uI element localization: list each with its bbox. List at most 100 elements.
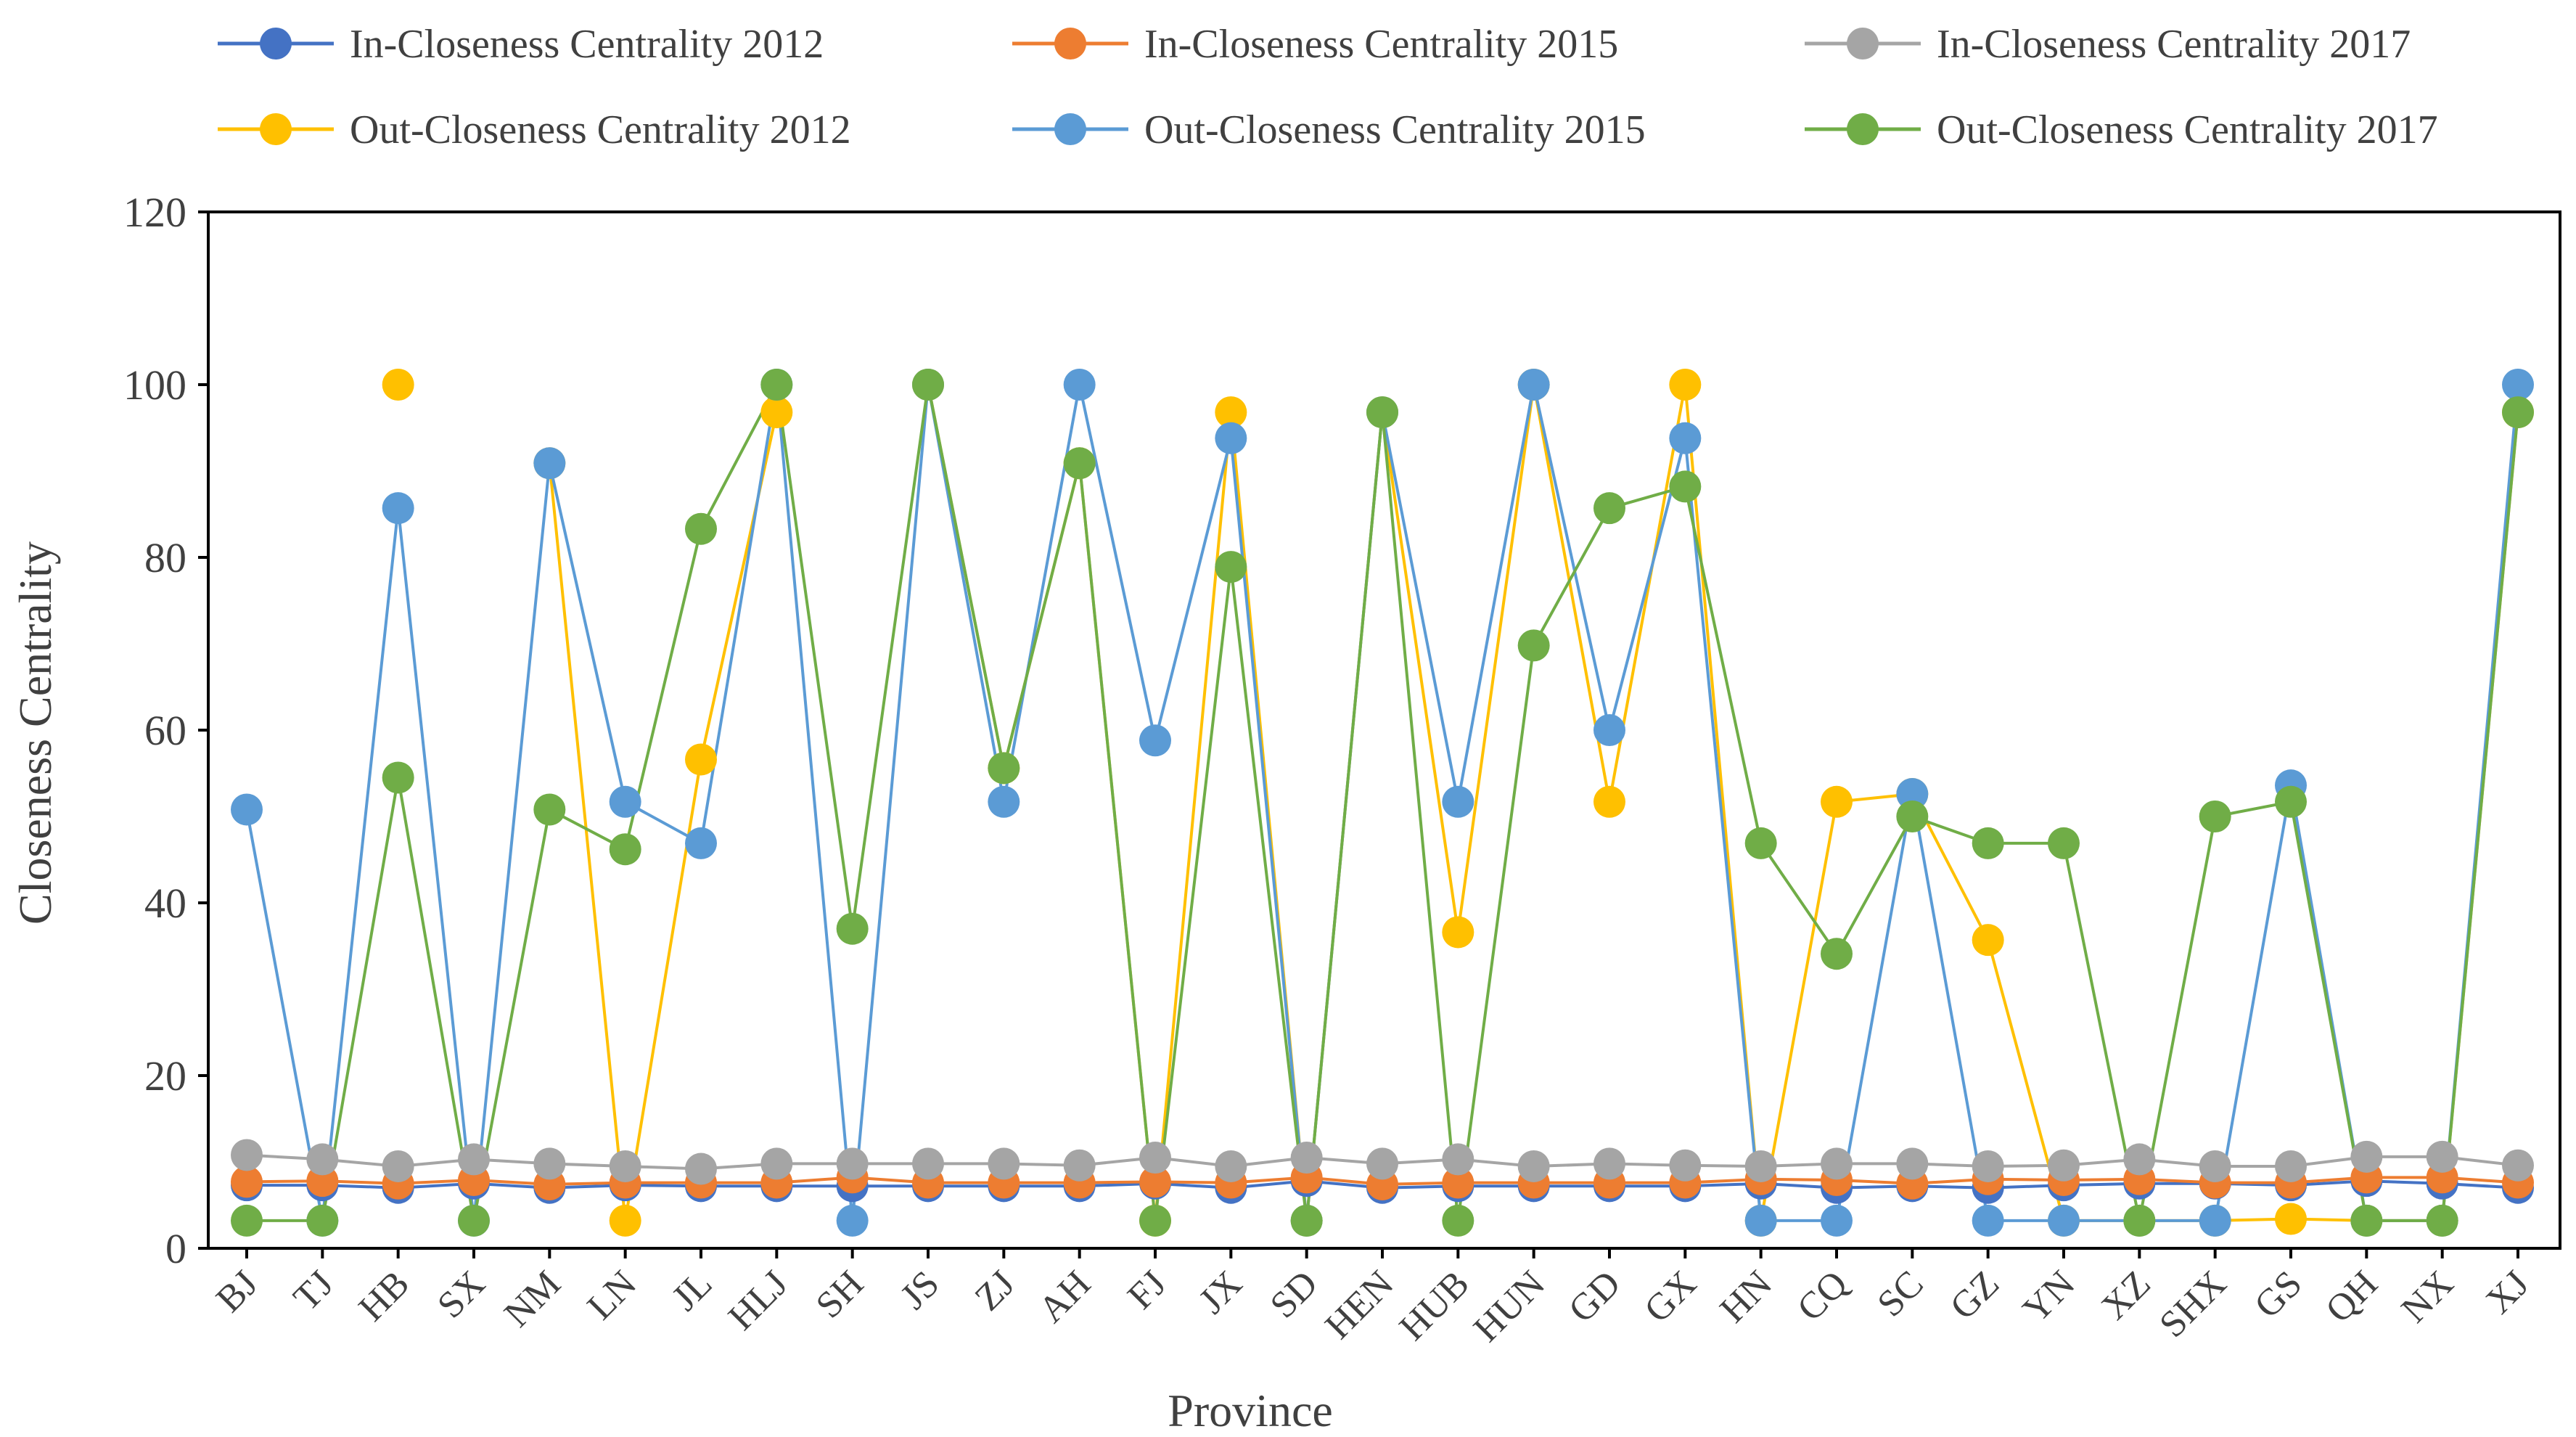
x-tick-label: ZJ	[967, 1263, 1023, 1319]
data-point	[1896, 778, 1929, 811]
data-point	[231, 1139, 263, 1171]
data-point	[609, 785, 641, 818]
series-markers	[231, 369, 2534, 1237]
x-tick-label: NX	[2394, 1263, 2461, 1330]
data-point	[2048, 1204, 2080, 1237]
data-point	[760, 396, 793, 429]
x-tick-label: SHX	[2152, 1263, 2234, 1346]
data-point	[1896, 1147, 1929, 1180]
legend-marker	[1847, 28, 1879, 60]
x-tick-label: HLJ	[721, 1263, 796, 1338]
data-point	[382, 369, 414, 401]
x-tick-label: SX	[430, 1263, 493, 1326]
data-point	[988, 752, 1020, 785]
data-point	[1442, 1143, 1474, 1176]
data-point	[1139, 1142, 1171, 1174]
x-tick-label: XJ	[2478, 1263, 2537, 1322]
data-point	[1215, 1150, 1247, 1182]
data-point	[1290, 1142, 1323, 1174]
x-axis-title: Province	[1168, 1385, 1333, 1436]
data-point	[2199, 1150, 2231, 1182]
data-point	[231, 793, 263, 826]
legend-label: In-Closeness Centrality 2015	[1144, 22, 1618, 67]
data-point	[1972, 924, 2004, 957]
data-point	[1593, 785, 1625, 818]
data-point	[988, 785, 1020, 818]
x-tick-label: GS	[2247, 1263, 2310, 1326]
data-point	[533, 793, 566, 826]
legend-label: Out-Closeness Centrality 2012	[350, 107, 851, 152]
x-tick-label: SD	[1263, 1263, 1326, 1326]
data-point	[306, 1204, 339, 1237]
series-lines	[245, 383, 2519, 1222]
x-tick-label: HUB	[1392, 1263, 1477, 1348]
data-point	[1063, 369, 1096, 401]
x-tick-label: YN	[2015, 1263, 2083, 1330]
legend-marker	[260, 113, 292, 145]
data-point	[1821, 785, 1853, 818]
data-point	[2275, 1150, 2307, 1182]
x-tick-label: JS	[893, 1263, 947, 1317]
x-tick-label: LN	[580, 1263, 644, 1327]
data-point	[1139, 1166, 1171, 1198]
data-point	[2048, 1149, 2080, 1182]
data-point	[836, 912, 869, 945]
data-point	[760, 1147, 793, 1180]
data-point	[2048, 827, 2080, 859]
y-tick-label: 40	[144, 880, 186, 927]
data-point	[1669, 1149, 1702, 1182]
data-point	[1593, 492, 1625, 525]
data-point	[760, 369, 793, 401]
series-line-6	[247, 383, 2519, 1222]
data-point	[1215, 396, 1247, 429]
data-point	[2350, 1204, 2383, 1237]
data-point	[1517, 369, 1550, 401]
data-point	[685, 827, 717, 859]
x-tick-label: HEN	[1318, 1263, 1402, 1347]
data-point	[1744, 1150, 1777, 1182]
data-point	[988, 1147, 1020, 1180]
x-tick-label: NM	[496, 1263, 569, 1335]
x-tick-label: JX	[1191, 1263, 1250, 1322]
y-axis-title: Closeness Centrality	[9, 541, 61, 925]
data-point	[1063, 1149, 1096, 1182]
data-point	[2502, 1149, 2534, 1182]
data-point	[836, 1147, 869, 1180]
data-point	[1744, 1204, 1777, 1237]
series-line-4	[548, 383, 2519, 1222]
data-point	[2426, 1204, 2458, 1237]
data-point	[685, 743, 717, 776]
data-point	[1517, 629, 1550, 662]
data-point	[1290, 1204, 1323, 1237]
data-point	[231, 1204, 263, 1237]
x-tick-label: GD	[1561, 1263, 1628, 1330]
y-tick-label: 0	[165, 1225, 186, 1272]
x-tick-label: GZ	[1943, 1263, 2007, 1327]
data-point	[1215, 422, 1247, 454]
data-point	[306, 1143, 339, 1176]
data-point	[1442, 916, 1474, 949]
data-point	[1821, 1204, 1853, 1237]
legend-marker	[1054, 28, 1086, 60]
data-point	[2275, 785, 2307, 818]
data-point	[685, 512, 717, 545]
data-point	[458, 1143, 490, 1176]
series-line-5	[245, 383, 2519, 1222]
x-tick-label: TJ	[286, 1263, 342, 1319]
data-point	[2350, 1140, 2383, 1173]
data-point	[1972, 1204, 2004, 1237]
data-point	[1442, 785, 1474, 818]
legend-label: Out-Closeness Centrality 2017	[1937, 107, 2438, 152]
y-tick-label: 20	[144, 1052, 186, 1100]
data-point	[1821, 1147, 1853, 1180]
data-point	[1669, 369, 1702, 401]
legend-marker	[1054, 113, 1086, 145]
data-point	[2502, 369, 2534, 401]
data-point	[2426, 1140, 2458, 1173]
data-point	[382, 1150, 414, 1182]
y-tick-label: 80	[144, 534, 186, 581]
data-point	[382, 492, 414, 525]
data-point	[2199, 801, 2231, 832]
data-point	[1215, 551, 1247, 584]
